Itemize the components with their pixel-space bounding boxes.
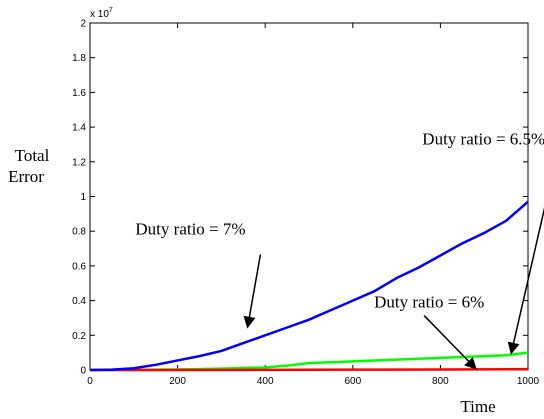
- x-tick-label: 800: [432, 376, 449, 387]
- y-tick-label: 1: [80, 192, 86, 203]
- y-tick-label: 0.6: [72, 261, 86, 272]
- y-axis-multiplier: x 107: [90, 7, 113, 20]
- x-tick-label: 600: [344, 376, 361, 387]
- y-tick-label: 2: [80, 19, 86, 30]
- x-axis-label: Time: [460, 397, 495, 416]
- series-line-0: [89, 200, 529, 372]
- annotation-arrow: [507, 207, 544, 355]
- series-group: [89, 200, 529, 372]
- y-axis-label-line-1: Total: [15, 146, 50, 165]
- plot-area: [89, 22, 529, 371]
- y-tick-label: 0: [80, 366, 86, 377]
- annotations: Duty ratio = 7% Duty ratio = 6.5% Duty rat…: [135, 129, 544, 370]
- annotation-text: Duty ratio = 7%: [135, 220, 245, 239]
- y-tick-label: 0.8: [72, 227, 86, 238]
- annotation-text: Duty ratio = 6%: [374, 293, 484, 312]
- annotation-text: Duty ratio = 6.5%: [422, 129, 544, 148]
- y-tick-label: 1.8: [72, 53, 86, 64]
- y-tick-label: 0.2: [72, 331, 86, 342]
- y-axis-label-line-2: Error: [8, 167, 44, 186]
- y-tick-label: 0.4: [72, 296, 86, 307]
- annotation-arrow: [243, 254, 262, 329]
- axis-ticks: 0 200 400 600 800 1000 0 0.2 0.4 0.6 0.8 1 1.2 1.4 1.6…: [72, 19, 539, 388]
- x-tick-label: 0: [87, 376, 93, 387]
- x-tick-label: 1000: [517, 376, 540, 387]
- x-tick-label: 400: [257, 376, 274, 387]
- y-tick-label: 1.4: [72, 123, 86, 134]
- annotation-arrow: [423, 315, 477, 370]
- series-line-2: [90, 367, 529, 372]
- y-tick-label: 1.6: [72, 88, 86, 99]
- x-tick-label: 200: [169, 376, 186, 387]
- y-tick-label: 1.2: [72, 157, 86, 168]
